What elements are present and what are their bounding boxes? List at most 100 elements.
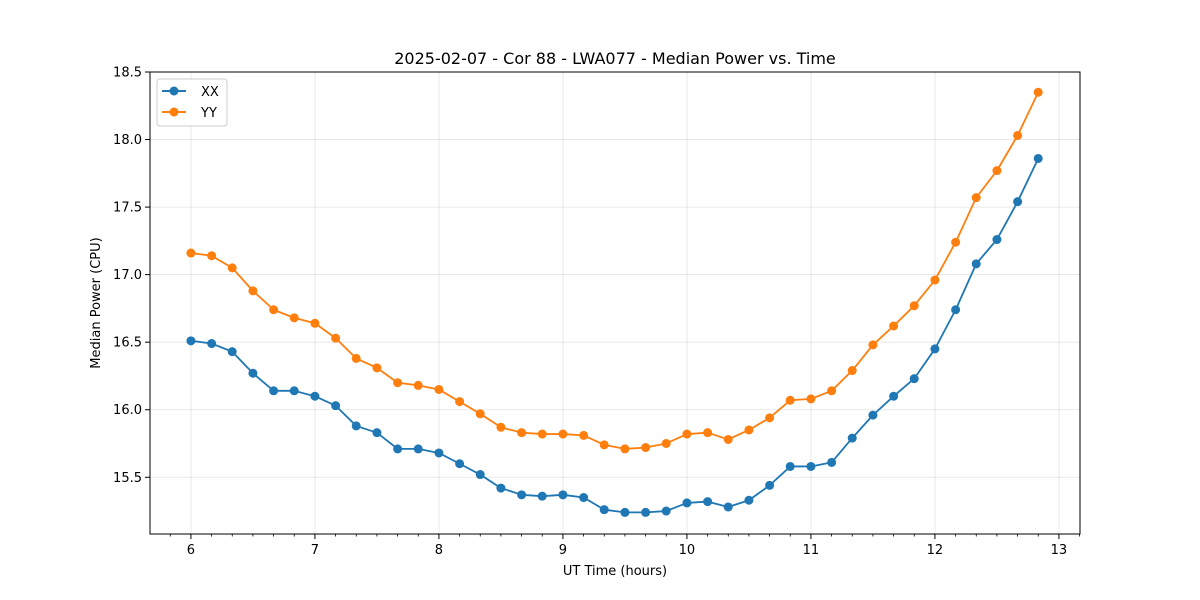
legend: XX YY <box>156 78 228 127</box>
data-point-xx <box>310 391 320 401</box>
data-point-xx <box>765 480 775 490</box>
data-point-xx <box>186 336 196 346</box>
y-tick-label: 15.5 <box>113 471 142 486</box>
data-point-yy <box>393 378 403 388</box>
x-tick-label: 8 <box>435 543 443 558</box>
data-point-yy <box>723 434 733 444</box>
legend-label-yy: YY <box>200 106 217 121</box>
data-point-xx <box>1033 153 1043 163</box>
data-point-yy <box>1013 130 1023 140</box>
data-point-xx <box>971 259 981 269</box>
data-point-yy <box>847 366 857 376</box>
data-point-xx <box>620 507 630 517</box>
data-point-yy <box>248 286 258 296</box>
series-layer <box>186 87 1043 517</box>
legend-label-xx: XX <box>201 85 219 100</box>
data-point-yy <box>971 193 981 203</box>
data-point-xx <box>351 421 361 431</box>
data-point-xx <box>682 498 692 508</box>
legend-marker-xx <box>169 86 179 96</box>
data-point-yy <box>372 363 382 373</box>
data-point-yy <box>661 438 671 448</box>
data-point-yy <box>909 301 919 311</box>
legend-marker-yy <box>169 107 179 117</box>
x-tick-label: 7 <box>311 543 319 558</box>
data-point-xx <box>558 490 568 500</box>
data-point-xx <box>372 428 382 438</box>
data-point-xx <box>992 235 1002 245</box>
data-point-xx <box>868 410 878 420</box>
data-point-xx <box>207 339 217 349</box>
y-tick-label: 18.5 <box>113 66 142 81</box>
data-point-xx <box>289 386 299 396</box>
data-point-yy <box>537 429 547 439</box>
data-point-yy <box>269 305 279 315</box>
data-point-yy <box>868 340 878 350</box>
data-point-xx <box>227 347 237 357</box>
data-point-xx <box>475 470 485 480</box>
data-point-yy <box>475 409 485 419</box>
x-tick-label: 9 <box>559 543 567 558</box>
data-point-yy <box>620 444 630 454</box>
data-point-yy <box>331 333 341 343</box>
data-point-yy <box>682 429 692 439</box>
data-point-xx <box>785 461 795 471</box>
x-tick-label: 10 <box>679 543 696 558</box>
x-axis: 6 7 8 9 10 11 12 13 <box>169 534 1080 558</box>
data-point-yy <box>785 395 795 405</box>
data-point-xx <box>393 444 403 454</box>
data-point-yy <box>207 251 217 261</box>
data-point-yy <box>744 425 754 435</box>
chart-title: 2025-02-07 - Cor 88 - LWA077 - Median Po… <box>394 49 836 68</box>
data-point-yy <box>641 443 651 453</box>
data-point-yy <box>351 353 361 363</box>
data-point-xx <box>1013 197 1023 207</box>
data-point-yy <box>434 384 444 394</box>
data-point-yy <box>579 430 589 440</box>
data-point-xx <box>951 305 961 315</box>
data-point-yy <box>806 394 816 404</box>
y-tick-label: 17.0 <box>113 268 142 283</box>
data-point-xx <box>744 495 754 505</box>
data-point-yy <box>413 380 423 390</box>
plot-frame <box>149 71 1081 535</box>
data-point-xx <box>434 448 444 458</box>
y-tick-label: 17.5 <box>113 201 142 216</box>
data-point-yy <box>227 263 237 273</box>
x-tick-label: 6 <box>187 543 195 558</box>
data-point-xx <box>889 391 899 401</box>
data-point-xx <box>703 497 713 507</box>
data-point-yy <box>930 275 940 285</box>
data-point-yy <box>951 237 961 247</box>
data-point-xx <box>517 490 527 500</box>
data-point-xx <box>579 493 589 503</box>
data-point-xx <box>930 344 940 354</box>
data-point-xx <box>723 502 733 512</box>
data-point-xx <box>641 507 651 517</box>
data-point-yy <box>992 166 1002 176</box>
y-axis: 15.5 16.0 16.5 17.0 17.5 18.0 18.5 <box>113 66 150 486</box>
data-point-yy <box>1033 87 1043 97</box>
data-point-yy <box>599 440 609 450</box>
x-tick-label: 12 <box>927 543 944 558</box>
y-axis-label: Median Power (CPU) <box>89 237 104 368</box>
data-point-yy <box>455 397 465 407</box>
data-point-yy <box>889 321 899 331</box>
data-point-xx <box>599 505 609 515</box>
data-point-xx <box>248 368 258 378</box>
x-tick-label: 11 <box>803 543 820 558</box>
y-tick-label: 16.0 <box>113 403 142 418</box>
data-point-yy <box>289 313 299 323</box>
data-point-xx <box>847 433 857 443</box>
data-point-xx <box>413 444 423 454</box>
data-point-yy <box>558 429 568 439</box>
y-tick-label: 18.0 <box>113 133 142 148</box>
x-tick-label: 13 <box>1051 543 1068 558</box>
data-point-xx <box>496 483 506 493</box>
data-point-yy <box>703 428 713 438</box>
data-point-yy <box>827 386 837 396</box>
x-axis-label: UT Time (hours) <box>563 564 667 579</box>
data-point-xx <box>537 491 547 501</box>
data-point-xx <box>827 457 837 467</box>
